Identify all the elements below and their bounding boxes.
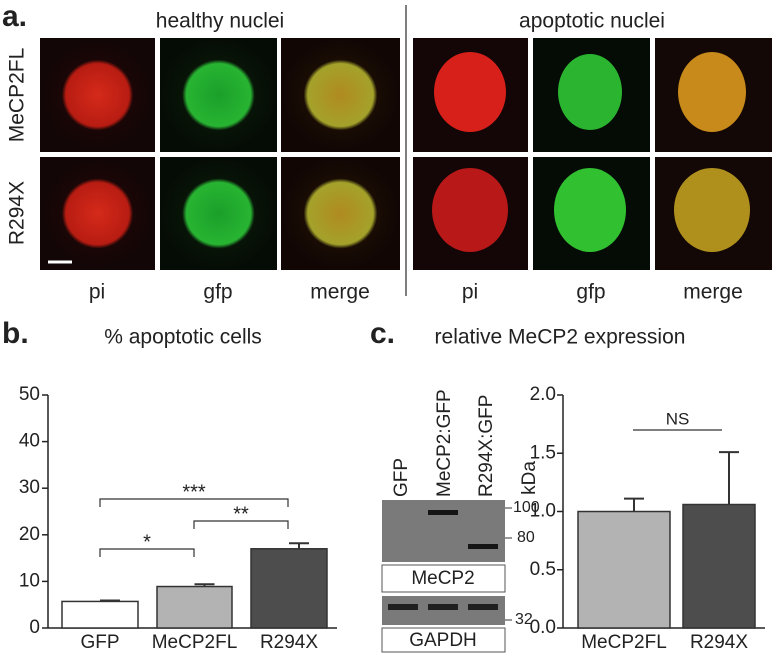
- significance-label: NS: [666, 409, 690, 428]
- image: [40, 38, 155, 152]
- lane-label: R294X:GFP: [476, 395, 497, 497]
- column-label: merge: [310, 281, 370, 304]
- y-tick-label: 1.5: [530, 442, 556, 463]
- blob: [558, 54, 622, 130]
- bracket: [99, 498, 289, 507]
- group-label: apoptotic nuclei: [519, 10, 665, 33]
- bracket: [99, 548, 195, 557]
- image: [281, 157, 400, 270]
- y-tick-label: 1.0: [530, 501, 556, 522]
- x-tick-label: MeCP2FL: [152, 632, 238, 653]
- panel-label: b.: [2, 317, 29, 350]
- bar: [577, 510, 671, 629]
- significance-label: *: [143, 531, 151, 553]
- y-tick-label: 2.0: [530, 384, 556, 405]
- y-tick-label: 0.0: [530, 617, 556, 638]
- y-tick-label: 20: [19, 524, 40, 545]
- band: [428, 604, 458, 610]
- band: [428, 510, 458, 515]
- chart-title: % apoptotic cells: [104, 326, 262, 349]
- x-tick-label: R294X: [260, 632, 318, 653]
- image: [160, 157, 277, 270]
- group-label: healthy nuclei: [156, 10, 284, 33]
- band: [468, 604, 498, 610]
- column-label: gfp: [203, 281, 232, 304]
- bar: [156, 585, 233, 629]
- unit-label: kDa: [519, 461, 540, 495]
- column-label: gfp: [576, 281, 605, 304]
- y-tick-label: 50: [19, 384, 40, 405]
- band-label-box: [381, 627, 506, 653]
- bar: [682, 503, 756, 629]
- lane-label: GFP: [391, 458, 412, 497]
- band-label: GAPDH: [409, 630, 477, 651]
- marker-label: 32: [515, 611, 533, 628]
- row-label: MeCP2FL: [6, 48, 29, 143]
- image: [160, 38, 277, 152]
- significance-label: **: [233, 503, 249, 525]
- blob: [432, 168, 508, 252]
- lane-label: MeCP2:GFP: [434, 389, 455, 497]
- significance-label: ***: [182, 481, 206, 503]
- band-label-box: [381, 564, 506, 593]
- blob: [674, 168, 750, 252]
- chart-title: relative MeCP2 expression: [435, 326, 686, 349]
- column-label: pi: [89, 281, 105, 304]
- column-label: merge: [683, 281, 743, 304]
- bar: [250, 548, 328, 629]
- column-label: pi: [462, 281, 478, 304]
- blot: [382, 596, 505, 625]
- western-blot: [381, 500, 512, 653]
- panel-label: c.: [370, 317, 395, 350]
- y-tick-label: 0.5: [530, 559, 556, 580]
- image: [40, 157, 155, 270]
- bar: [61, 600, 139, 629]
- blot: [382, 500, 505, 562]
- image: [281, 38, 400, 152]
- band: [388, 604, 418, 610]
- band: [468, 544, 498, 549]
- x-tick-label: MeCP2FL: [581, 632, 667, 653]
- panel-label: a.: [2, 0, 27, 33]
- blob: [554, 168, 626, 252]
- y-tick-label: 40: [19, 431, 40, 452]
- band-label: MeCP2: [411, 568, 474, 589]
- marker-label: 100: [513, 499, 540, 516]
- micrographs: [40, 5, 772, 296]
- row-label: R294X: [6, 181, 29, 245]
- bracket: [193, 520, 289, 529]
- x-tick-label: R294X: [690, 632, 748, 653]
- y-tick-label: 30: [19, 477, 40, 498]
- blob: [434, 52, 506, 132]
- blob: [678, 52, 746, 132]
- x-tick-label: GFP: [80, 632, 119, 653]
- y-tick-label: 10: [19, 570, 40, 591]
- y-tick-label: 0: [29, 617, 40, 638]
- marker-label: 80: [517, 529, 535, 546]
